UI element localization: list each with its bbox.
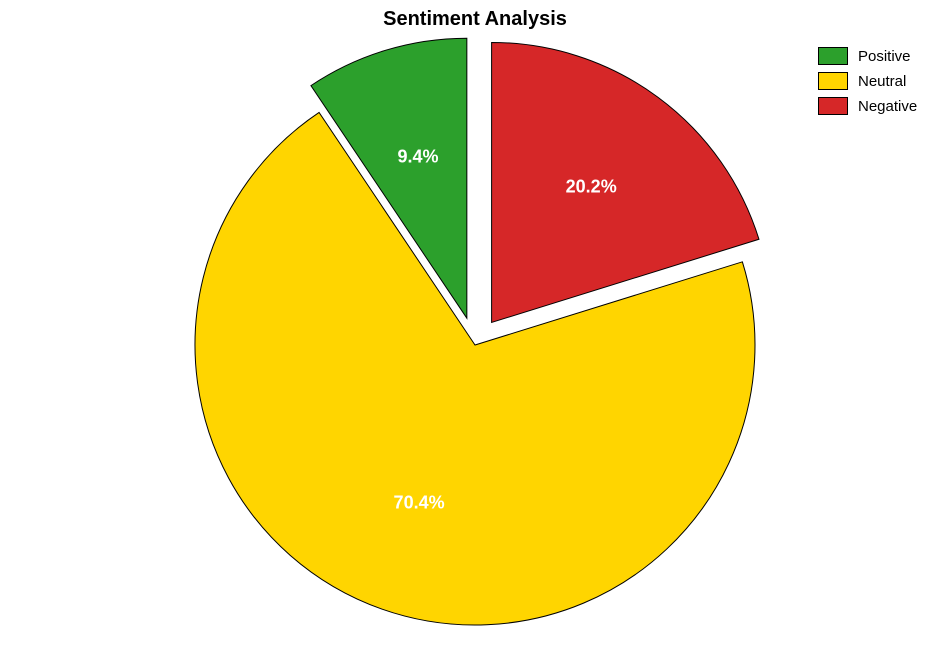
legend-label-neutral: Neutral — [858, 73, 906, 90]
legend-swatch-neutral — [818, 72, 848, 90]
slice-label-positive: 9.4% — [397, 147, 438, 168]
pie-svg — [0, 0, 950, 662]
legend-row-negative: Negative — [818, 97, 917, 115]
slice-label-neutral: 70.4% — [394, 493, 445, 514]
legend-label-positive: Positive — [858, 48, 911, 65]
legend-swatch-negative — [818, 97, 848, 115]
legend-row-positive: Positive — [818, 47, 917, 65]
legend-label-negative: Negative — [858, 98, 917, 115]
legend-swatch-positive — [818, 47, 848, 65]
legend-row-neutral: Neutral — [818, 72, 917, 90]
sentiment-pie-chart: Sentiment Analysis 9.4%70.4%20.2% Positi… — [0, 0, 950, 662]
legend: Positive Neutral Negative — [818, 47, 917, 122]
slice-label-negative: 20.2% — [566, 177, 617, 198]
